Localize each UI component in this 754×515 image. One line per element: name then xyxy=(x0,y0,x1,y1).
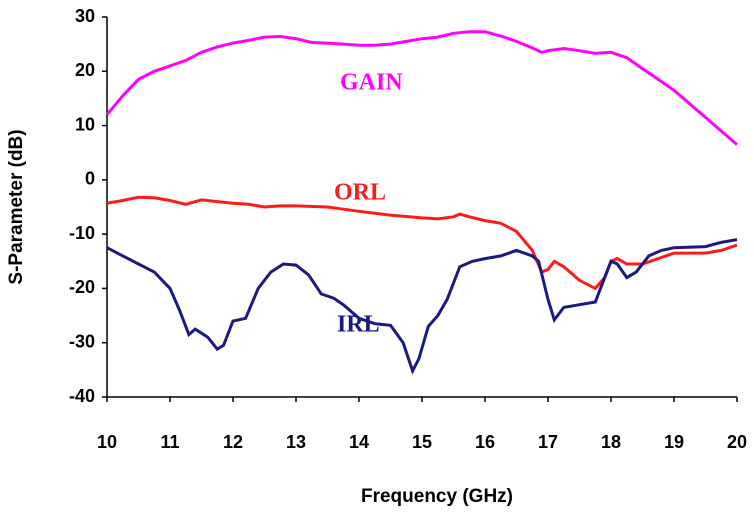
x-tick-label: 14 xyxy=(349,432,369,452)
y-tick-label: -40 xyxy=(69,386,95,406)
x-tick-label: 13 xyxy=(286,432,306,452)
series-label: GAIN xyxy=(340,70,403,96)
y-tick-label: 10 xyxy=(75,114,95,134)
series-line xyxy=(106,195,738,291)
x-tick-label: 11 xyxy=(160,432,179,452)
series-label: ORL xyxy=(334,180,386,206)
y-axis-title: S-Parameter (dB) xyxy=(6,129,27,284)
series-line xyxy=(105,30,738,146)
y-tick-label: -20 xyxy=(69,277,95,297)
y-tick-label: -10 xyxy=(69,223,95,243)
x-tick-label: 10 xyxy=(97,432,117,452)
y-tick-label: -30 xyxy=(69,331,95,351)
x-axis-title: Frequency (GHz) xyxy=(361,486,513,507)
series-line xyxy=(106,238,738,375)
series-label: IRL xyxy=(337,312,380,338)
x-tick-label: 16 xyxy=(475,432,495,452)
x-tick-label: 19 xyxy=(664,432,684,452)
x-tick-label: 12 xyxy=(223,432,243,452)
x-tick-label: 20 xyxy=(727,432,747,452)
x-tick-label: 18 xyxy=(601,432,621,452)
x-tick-label: 15 xyxy=(412,432,432,452)
x-tick-label: 17 xyxy=(538,432,558,452)
y-tick-label: 0 xyxy=(85,169,95,189)
y-tick-label: 30 xyxy=(75,6,95,26)
y-tick-label: 20 xyxy=(75,60,95,80)
